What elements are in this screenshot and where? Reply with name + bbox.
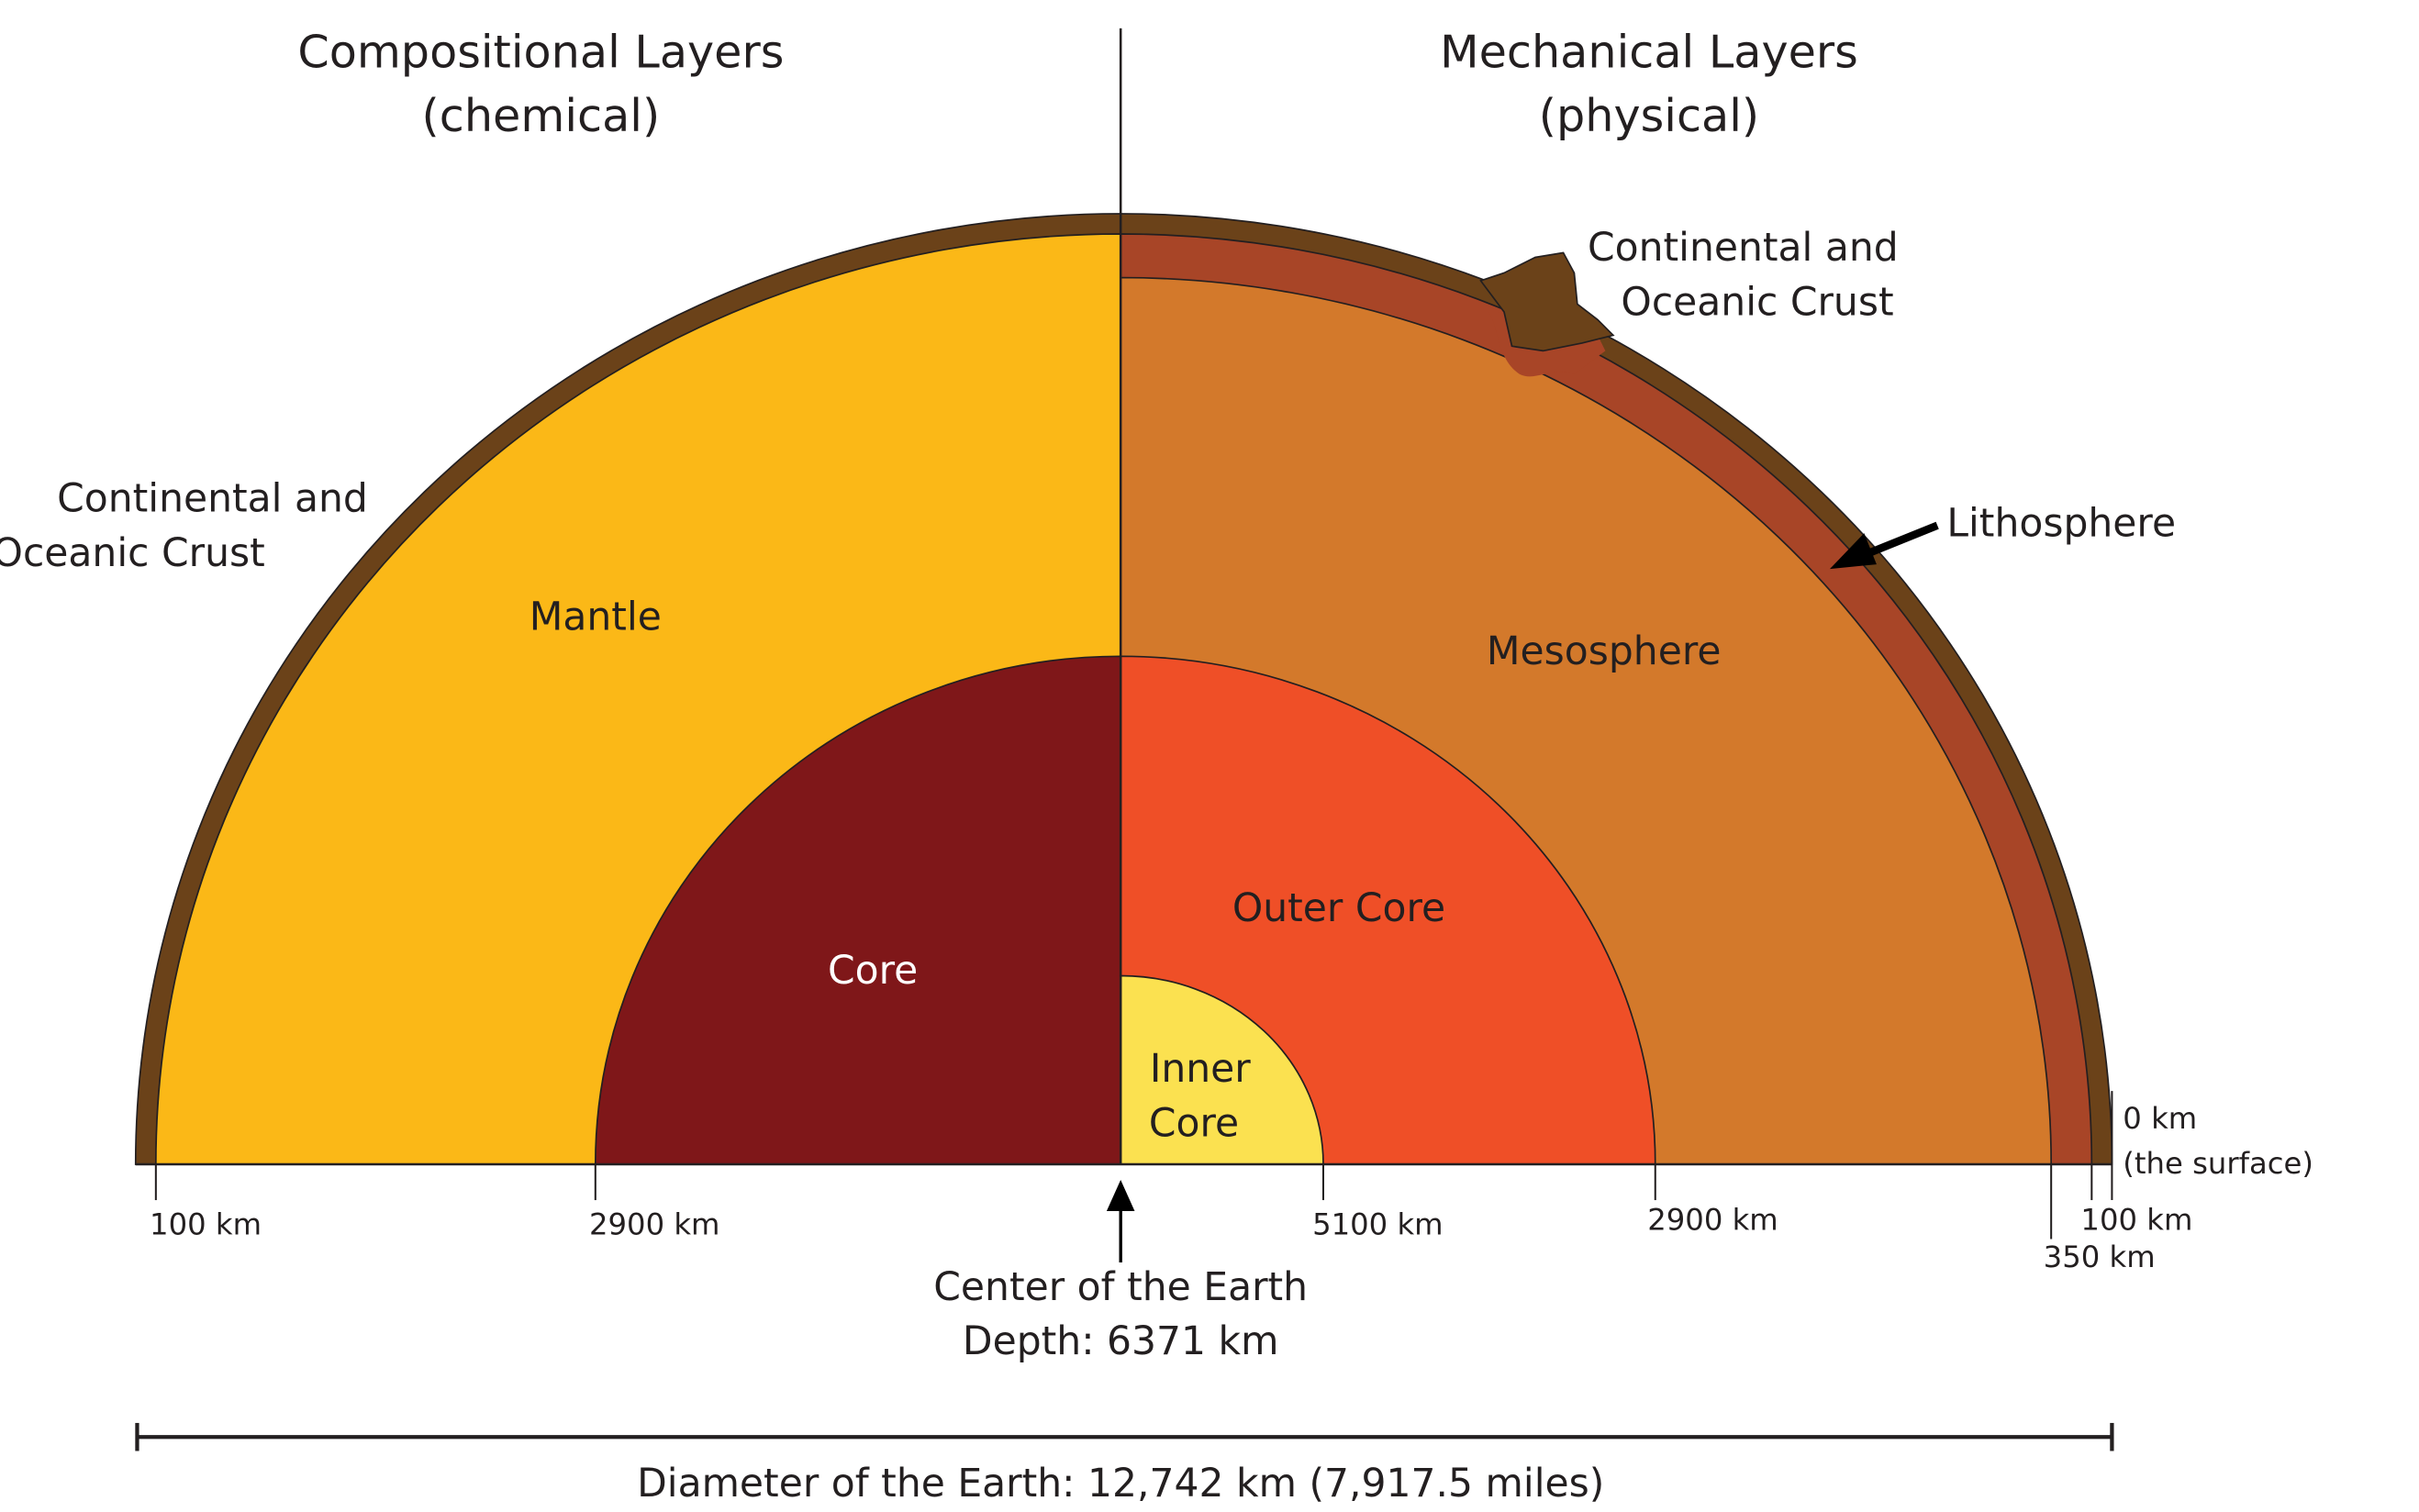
depth-label: 5100 km [1312, 1206, 1444, 1241]
label: Oceanic Crust [1621, 280, 1893, 325]
depth-label: 350 km [2044, 1240, 2156, 1274]
depth-ticks [154, 1091, 2113, 1240]
label: Core [1149, 1101, 1239, 1146]
depth-label: 2900 km [1647, 1202, 1778, 1237]
depth-label: (the surface) [2123, 1146, 2313, 1181]
depth-label: 0 km [2123, 1101, 2197, 1136]
label: Inner [1150, 1047, 1251, 1092]
label: Lithosphere [1946, 502, 2176, 547]
core [594, 655, 1122, 1165]
label: Mesosphere [1487, 629, 1722, 674]
heading: (physical) [1539, 89, 1759, 142]
center-label: Center of the Earth [933, 1265, 1308, 1310]
mountain [1479, 251, 1615, 352]
depth-label: 2900 km [589, 1206, 720, 1241]
center-arrowhead [1106, 1179, 1135, 1211]
heading: (chemical) [422, 89, 661, 142]
label: Outer Core [1232, 886, 1445, 931]
diameter-bar [135, 1422, 2114, 1451]
inner-core [1120, 974, 1324, 1165]
depth-label: 100 km [150, 1206, 262, 1241]
lithosphere-arrowhead [1829, 533, 1877, 570]
label: Continental and [1588, 226, 1899, 271]
heading: Mechanical Layers [1440, 25, 1858, 78]
label: Core [828, 949, 918, 994]
label: Mantle [530, 595, 662, 639]
label: Oceanic Crust [0, 531, 265, 576]
heading: Compositional Layers [297, 25, 784, 78]
center-label: Depth: 6371 km [963, 1319, 1279, 1364]
label: Continental and [57, 476, 368, 521]
diameter-label: Diameter of the Earth: 12,742 km (7,917.… [637, 1462, 1604, 1506]
lithosphere-arrow [1862, 521, 1939, 559]
depth-label: 100 km [2080, 1202, 2192, 1237]
